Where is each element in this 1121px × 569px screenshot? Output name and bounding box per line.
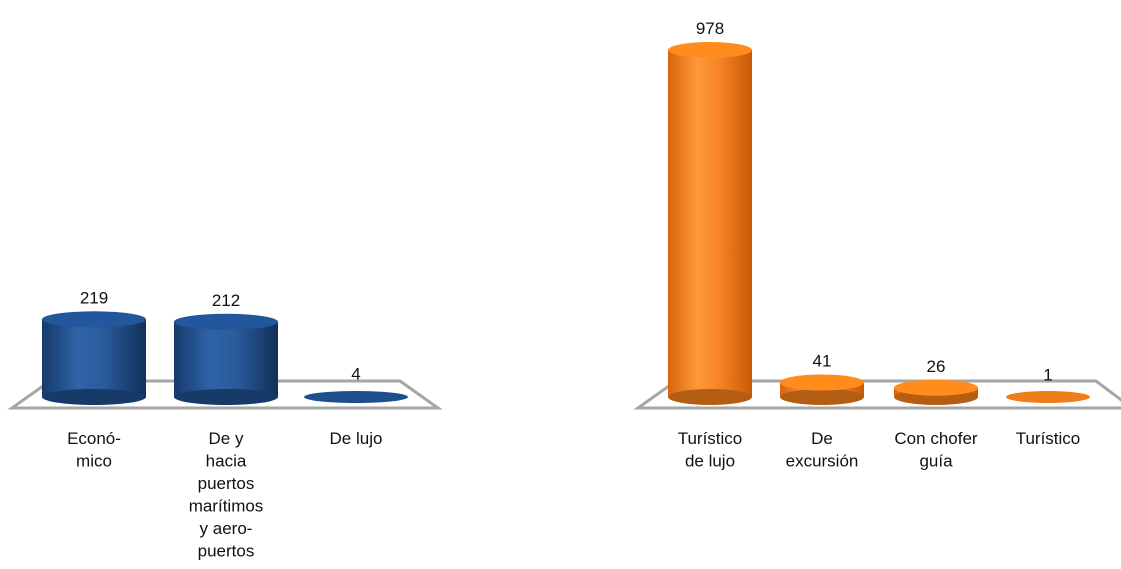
bar-body [668,50,752,397]
bar-top [42,311,146,328]
chart-floor [633,379,1121,410]
bar-base [42,389,146,405]
bar-base [780,389,864,405]
bar-disc [1006,391,1090,403]
bar-top [894,379,978,396]
bar-top [174,313,278,330]
data-label: 978 [696,19,724,38]
bar-3 [1006,391,1090,403]
bar-top [780,374,864,391]
category-label: De y hacia puertos marítimos y aero-puertos [189,429,264,561]
data-label: 212 [212,291,240,310]
category-label: Con chofer guía [894,429,977,471]
category-label: Econó-mico [67,429,121,471]
data-label: 4 [351,365,360,384]
data-label: 1 [1043,366,1052,385]
bar-base [668,389,752,405]
bar-disc [304,391,408,403]
bar-top [668,42,752,58]
category-label: Turístico [1016,429,1081,448]
bar-body [174,321,278,397]
bar-2 [304,391,408,403]
data-label: 219 [80,288,108,307]
chart-left: 219 Econó-mico 212 De y hacia puertos marítimo… [7,288,443,561]
chart-right: 978 Turístico de lujo 41 De excursión 26 Con ch… [633,19,1121,471]
data-label: 41 [813,351,832,370]
bar-1 [780,374,864,405]
category-label: De excursión [786,429,859,471]
bar-0 [668,42,752,405]
bar-body [42,319,146,397]
bar-2 [894,379,978,405]
bar-0 [42,311,146,405]
category-label: De lujo [330,429,383,448]
bar-base [174,389,278,405]
bar-1 [174,313,278,405]
data-label: 26 [927,357,946,376]
category-label: Turístico de lujo [678,429,743,471]
